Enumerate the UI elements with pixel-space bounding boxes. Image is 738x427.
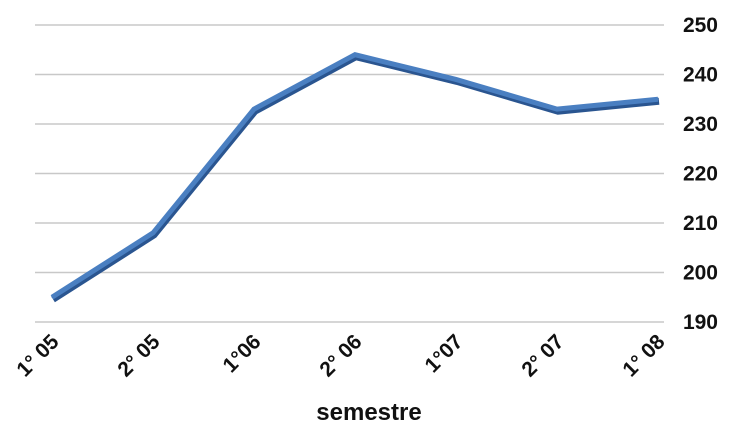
x-tick-label: 1°06 [219, 330, 266, 377]
x-tick-label: 1° 05 [12, 330, 63, 381]
x-tick-label: 2° 07 [517, 330, 568, 381]
y-tick-label: 200 [683, 262, 718, 285]
gridlines [35, 24, 664, 323]
data-point [152, 232, 154, 234]
y-tick-label: 190 [683, 311, 718, 334]
x-tick-label: 1° 08 [618, 330, 669, 381]
x-axis-ticks: 1° 05 2° 05 1°06 2° 06 1°07 2° 07 1° 08 [12, 330, 669, 381]
data-point [657, 98, 659, 100]
data-point [556, 108, 558, 110]
data-point [354, 54, 356, 56]
y-tick-label: 230 [683, 113, 718, 136]
data-point [253, 108, 255, 110]
x-tick-label: 1°07 [421, 330, 468, 377]
y-tick-label: 210 [683, 212, 718, 235]
x-tick-label: 2° 06 [315, 330, 366, 381]
y-tick-label: 250 [683, 14, 718, 37]
x-tick-label: 2° 05 [113, 330, 164, 381]
series-line-shadow [51, 52, 660, 303]
data-point [455, 78, 457, 80]
y-tick-label: 220 [683, 163, 718, 186]
series-layer [50, 52, 660, 303]
data-point [51, 296, 53, 298]
y-axis-ticks: 250 240 230 220 210 200 190 [683, 14, 718, 334]
x-axis-label: semestre [316, 399, 421, 426]
y-tick-label: 240 [683, 64, 718, 87]
series-line [50, 52, 659, 300]
